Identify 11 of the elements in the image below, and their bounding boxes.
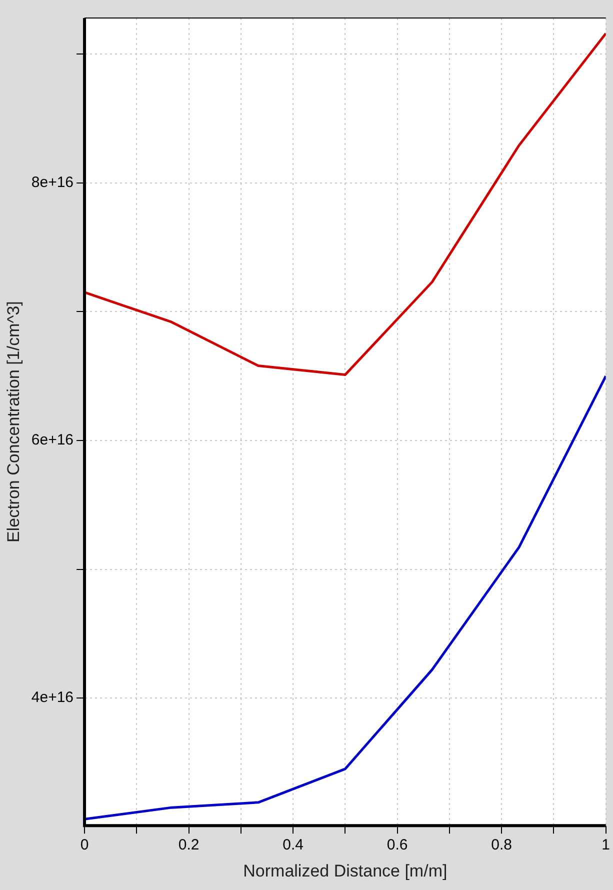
- y-tick-label: 6e+16: [31, 432, 74, 449]
- x-tick-label: 0.8: [491, 836, 512, 854]
- x-tick-label: 0.2: [178, 836, 200, 854]
- x-tick-label: 0.4: [282, 836, 304, 854]
- x-tick-label: 1: [602, 836, 610, 854]
- x-tick-label: 0: [80, 836, 89, 854]
- x-tick-label: 0.6: [386, 836, 408, 854]
- y-tick-label: 8e+16: [31, 174, 74, 192]
- x-axis-title: Normalized Distance [m/m]: [243, 861, 448, 880]
- y-tick-label: 4e+16: [31, 689, 74, 706]
- y-axis-title: Electron Concentration [1/cm^3]: [4, 301, 23, 542]
